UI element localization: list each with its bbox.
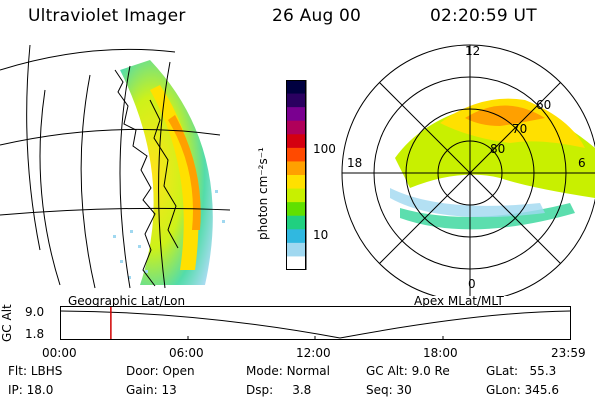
instrument-title: Ultraviolet Imager: [28, 6, 186, 26]
coastline-east: [149, 99, 179, 249]
aurora-bright-band: [150, 85, 199, 270]
filter-info: Flt: LBHS: [8, 364, 63, 378]
geo-grid: [0, 44, 231, 289]
colorbar: [286, 80, 307, 270]
geo-map-label: Geographic Lat/Lon: [68, 294, 186, 308]
colorbar-swatch: [286, 120, 306, 135]
door-info: Door: Open: [126, 364, 195, 378]
colorbar-swatch: [286, 80, 306, 95]
colorbar-swatch: [286, 161, 306, 176]
mlt-6-label: 6: [578, 156, 586, 170]
alt-axis-label: GC Alt: [0, 304, 14, 342]
polar-grid: [341, 44, 595, 296]
alt-ticks: [187, 336, 444, 340]
polar-map-label: Apex MLat/MLT: [414, 294, 504, 308]
colorbar-swatch: [286, 202, 306, 217]
mlt-12-label: 12: [465, 44, 481, 58]
image-time: 02:20:59 UT: [430, 6, 537, 26]
coastline: [114, 69, 156, 287]
colorbar-swatch: [286, 256, 306, 270]
polar-aurora: [390, 98, 595, 230]
noise-speckle: [113, 190, 225, 279]
time-tick-4: 23:59: [551, 346, 586, 360]
colorbar-unit-label: photon cm⁻²s⁻¹: [256, 147, 270, 240]
colorbar-swatch: [286, 215, 306, 230]
alt-y-top: 9.0: [25, 305, 45, 319]
colorbar-tick-10: 10: [313, 228, 329, 242]
altitude-curve: [60, 310, 571, 339]
mlat-60-label: 60: [536, 98, 552, 112]
colorbar-swatch: [286, 93, 306, 108]
colorbar-swatch: [286, 147, 306, 162]
mlat-70-label: 70: [512, 122, 528, 136]
time-tick-0: 00:00: [42, 346, 77, 360]
time-tick-3: 18:00: [423, 346, 458, 360]
colorbar-swatch: [286, 107, 306, 122]
geographic-map: [0, 44, 231, 289]
colorbar-swatches: [286, 80, 306, 270]
gain-info: Gain: 13: [126, 383, 177, 397]
time-tick-1: 06:00: [169, 346, 204, 360]
colorbar-swatch: [286, 242, 306, 257]
polar-map: [341, 44, 595, 296]
dsp-info: Dsp: 3.8: [246, 383, 312, 397]
alt-y-bottom: 1.8: [25, 327, 45, 341]
aurora-peak-band: [168, 115, 201, 230]
altitude-strip: [60, 306, 571, 340]
colorbar-swatch: [286, 175, 306, 190]
gcalt-info: GC Alt: 9.0 Re: [366, 364, 450, 378]
mlt-0-label: 0: [468, 277, 476, 291]
colorbar-swatch: [286, 134, 306, 149]
colorbar-swatch: [286, 188, 306, 203]
glat-info: GLat: 55.3: [486, 364, 557, 378]
mlt-18-label: 18: [347, 156, 363, 170]
image-date: 26 Aug 00: [272, 6, 362, 26]
ip-info: IP: 18.0: [8, 383, 54, 397]
mlat-80-label: 80: [490, 142, 506, 156]
glon-info: GLon: 345.6: [486, 383, 559, 397]
time-tick-2: 12:00: [296, 346, 331, 360]
mode-info: Mode: Normal: [246, 364, 330, 378]
seq-info: Seq: 30: [366, 383, 412, 397]
colorbar-tick-100: 100: [313, 142, 336, 156]
colorbar-swatch: [286, 229, 306, 244]
